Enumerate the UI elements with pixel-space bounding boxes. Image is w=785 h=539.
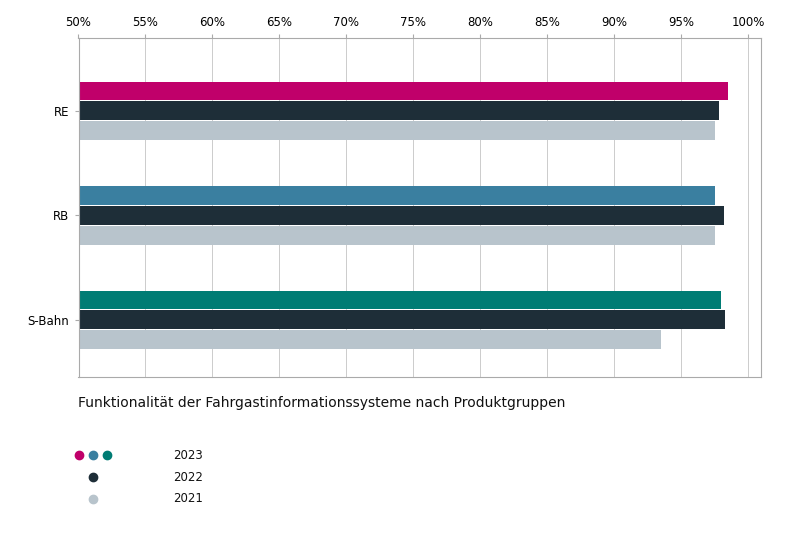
Bar (78, 330, 661, 349)
Bar (78, 101, 718, 120)
Bar (78, 226, 714, 245)
Bar (78, 186, 714, 205)
Text: 2021: 2021 (173, 492, 203, 505)
Bar (78, 291, 721, 309)
Text: 2023: 2023 (173, 449, 203, 462)
Text: 2022: 2022 (173, 471, 203, 483)
Bar (78, 206, 724, 225)
Bar (78, 81, 728, 100)
Bar (78, 310, 725, 329)
Text: Funktionalität der Fahrgastinformationssysteme nach Produktgruppen: Funktionalität der Fahrgastinformationss… (78, 396, 566, 410)
Bar (78, 121, 714, 140)
